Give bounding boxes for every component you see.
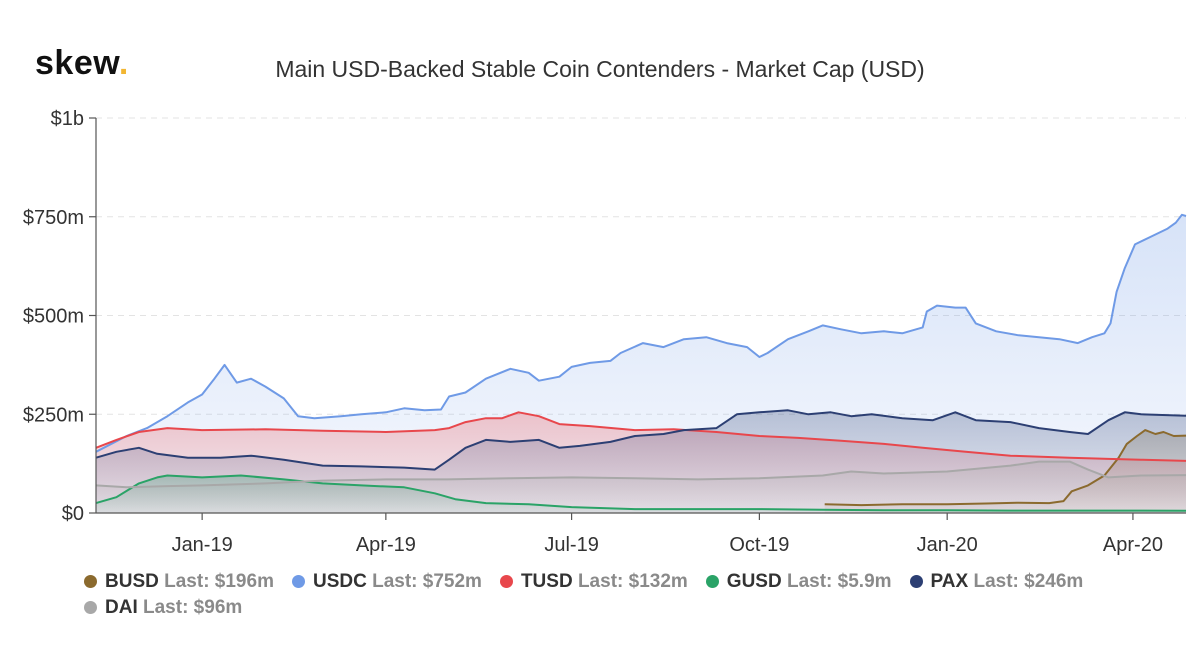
legend-swatch (84, 575, 97, 588)
x-tick-label: Apr-19 (356, 534, 416, 556)
series-line-gusd (95, 474, 1187, 512)
legend-item-dai[interactable]: DAI Last: $96m (84, 595, 242, 621)
x-tick-label: Jul-19 (544, 534, 598, 556)
legend-item-pax[interactable]: PAX Last: $246m (909, 569, 1084, 595)
area-layer (96, 214, 1186, 514)
y-tick-label: $250m (23, 404, 84, 426)
series-line-usdc (95, 213, 1187, 453)
x-tick-label: Apr-20 (1103, 534, 1163, 556)
legend-item-tusd[interactable]: TUSD Last: $132m (499, 569, 688, 595)
y-tick-label: $500m (23, 306, 84, 328)
x-tick-label: Jan-20 (917, 534, 978, 556)
series-line-pax (95, 409, 1187, 471)
legend-last-value: Last: $132m (572, 571, 688, 592)
legend-series-name: DAI (105, 597, 138, 618)
legend-last-value: Last: $96m (137, 597, 243, 618)
legend-swatch (909, 575, 923, 588)
legend-last-value: Last: $196m (158, 571, 274, 592)
legend-item-busd[interactable]: BUSD Last: $196m (84, 569, 274, 595)
series-line-dai (95, 460, 1187, 489)
legend-last-value: Last: $752m (366, 571, 482, 592)
legend-series-name: PAX (930, 571, 969, 592)
legend-item-gusd[interactable]: GUSD Last: $5.9m (705, 569, 892, 595)
legend-series-name: BUSD (105, 571, 159, 592)
legend-swatch (499, 575, 513, 588)
legend-swatch (291, 575, 305, 588)
chart-legend: BUSD Last: $196m USDC Last: $752m TUSD Las… (84, 569, 1184, 621)
legend-series-name: GUSD (726, 571, 782, 592)
legend-series-name: USDC (312, 571, 367, 592)
legend-swatch (84, 601, 97, 614)
axis-layer: $0 $250m $500m $750m $1b Jan-19 Apr-19 Jul-19 Oc… (23, 108, 1186, 556)
y-tick-label: $1b (51, 108, 84, 130)
logo-text: skew (35, 44, 119, 82)
series-line-busd (824, 429, 1187, 507)
x-tick-label: Jan-19 (172, 534, 233, 556)
legend-last-value: Last: $246m (968, 571, 1084, 592)
y-tick-label: $0 (62, 503, 84, 525)
line-layer (95, 213, 1187, 512)
chart-title: Main USD-Backed Stable Coin Contenders -… (275, 56, 925, 82)
legend-item-usdc[interactable]: USDC Last: $752m (291, 569, 482, 595)
legend-swatch (705, 575, 719, 588)
x-tick-label: Oct-19 (729, 534, 789, 556)
legend-series-name: TUSD (520, 571, 573, 592)
legend-last-value: Last: $5.9m (781, 571, 892, 592)
logo-dot: . (118, 44, 129, 82)
series-area-dai (96, 461, 1186, 513)
series-line-tusd (95, 411, 1187, 462)
y-tick-label: $750m (23, 207, 84, 229)
skew-logo: skew. (35, 44, 129, 83)
